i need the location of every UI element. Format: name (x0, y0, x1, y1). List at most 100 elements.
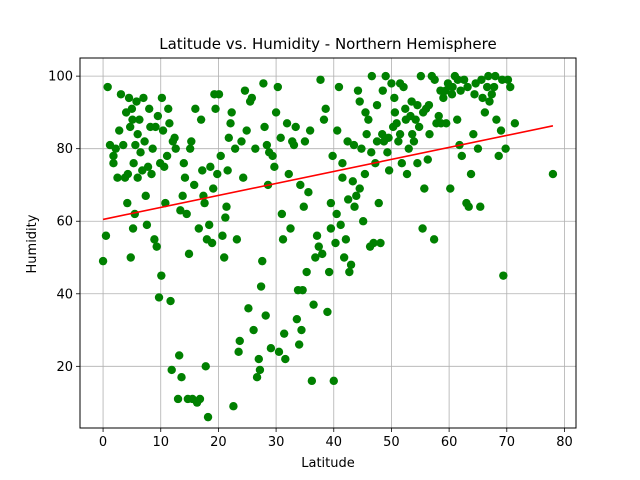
data-point (381, 71, 390, 81)
data-point (326, 224, 336, 233)
data-point (109, 158, 118, 168)
data-point (214, 90, 224, 99)
data-point (127, 104, 137, 113)
data-point (135, 115, 144, 124)
data-point (119, 140, 128, 150)
data-point (420, 184, 429, 193)
data-point (273, 82, 283, 92)
data-point (378, 129, 387, 139)
data-point (491, 71, 500, 81)
data-point (305, 126, 315, 135)
data-point (446, 184, 455, 193)
x-tick-label: 20 (210, 435, 227, 450)
data-point (367, 148, 376, 157)
data-point (185, 144, 195, 153)
data-point (222, 202, 231, 211)
data-point (318, 249, 327, 259)
data-point (499, 271, 508, 280)
data-point (209, 184, 218, 193)
data-point (218, 231, 227, 240)
data-point (213, 169, 222, 179)
data-point (401, 104, 410, 113)
data-point (348, 177, 357, 186)
data-point (109, 151, 118, 161)
data-point (338, 158, 347, 168)
data-point (123, 169, 133, 179)
data-point (196, 115, 206, 124)
x-tick-label: 60 (441, 435, 458, 450)
data-point (164, 104, 173, 113)
data-point (307, 376, 317, 386)
data-point (262, 140, 272, 150)
data-point (115, 126, 124, 135)
data-point (239, 173, 248, 182)
data-point (162, 151, 172, 161)
data-point (489, 82, 499, 92)
data-point (176, 206, 185, 215)
data-point (336, 220, 345, 230)
y-axis-label: Humidity (25, 214, 40, 273)
data-point (178, 191, 187, 201)
data-point (274, 347, 284, 357)
data-point (175, 351, 184, 360)
data-point (216, 151, 225, 161)
data-point (261, 311, 270, 320)
data-point (394, 137, 403, 146)
data-point (133, 173, 142, 182)
data-point (142, 220, 152, 230)
data-point (237, 137, 246, 146)
data-point (286, 224, 295, 233)
data-point (289, 140, 299, 150)
data-point (278, 235, 288, 244)
data-point (314, 242, 323, 251)
data-point (456, 86, 465, 95)
data-point (343, 195, 353, 204)
data-point (254, 354, 263, 364)
data-point (195, 394, 205, 404)
data-point (414, 122, 424, 132)
data-point (378, 86, 387, 95)
data-point (477, 75, 486, 84)
data-point (409, 137, 419, 146)
data-point (157, 93, 167, 103)
axis-ticks: 0 10 20 30 40 50 60 70 80 20 40 60 80 100 (48, 70, 573, 450)
data-point (480, 108, 490, 117)
data-point (227, 108, 236, 117)
data-point (153, 111, 163, 121)
data-point (357, 144, 366, 153)
data-point (496, 126, 506, 135)
data-point (167, 365, 176, 375)
data-point (291, 122, 300, 132)
data-point (402, 169, 412, 179)
x-tick-label: 0 (99, 435, 107, 450)
data-point (113, 173, 122, 182)
y-tick-label: 100 (48, 70, 73, 85)
data-point (161, 198, 170, 208)
data-point (223, 166, 232, 175)
data-point (182, 209, 191, 219)
data-point (150, 235, 159, 244)
data-point (447, 90, 457, 99)
data-point (198, 166, 207, 175)
data-point (140, 137, 149, 146)
data-point (251, 144, 260, 153)
data-point (321, 104, 330, 113)
data-point (207, 238, 217, 248)
data-point (395, 129, 405, 139)
data-point (271, 108, 281, 117)
chart-title: Latitude vs. Humidity - Northern Hemisph… (159, 35, 496, 53)
y-tick-label: 80 (56, 142, 73, 157)
data-point (255, 365, 265, 375)
data-point (221, 213, 230, 222)
data-point (413, 158, 422, 168)
data-point (355, 97, 364, 106)
data-point (260, 122, 269, 132)
data-point (98, 256, 108, 266)
data-point (148, 144, 157, 153)
data-point (126, 253, 135, 262)
data-point (298, 285, 307, 295)
data-point (299, 202, 308, 211)
data-point (424, 100, 434, 110)
data-point (470, 90, 479, 99)
data-point (270, 162, 279, 172)
